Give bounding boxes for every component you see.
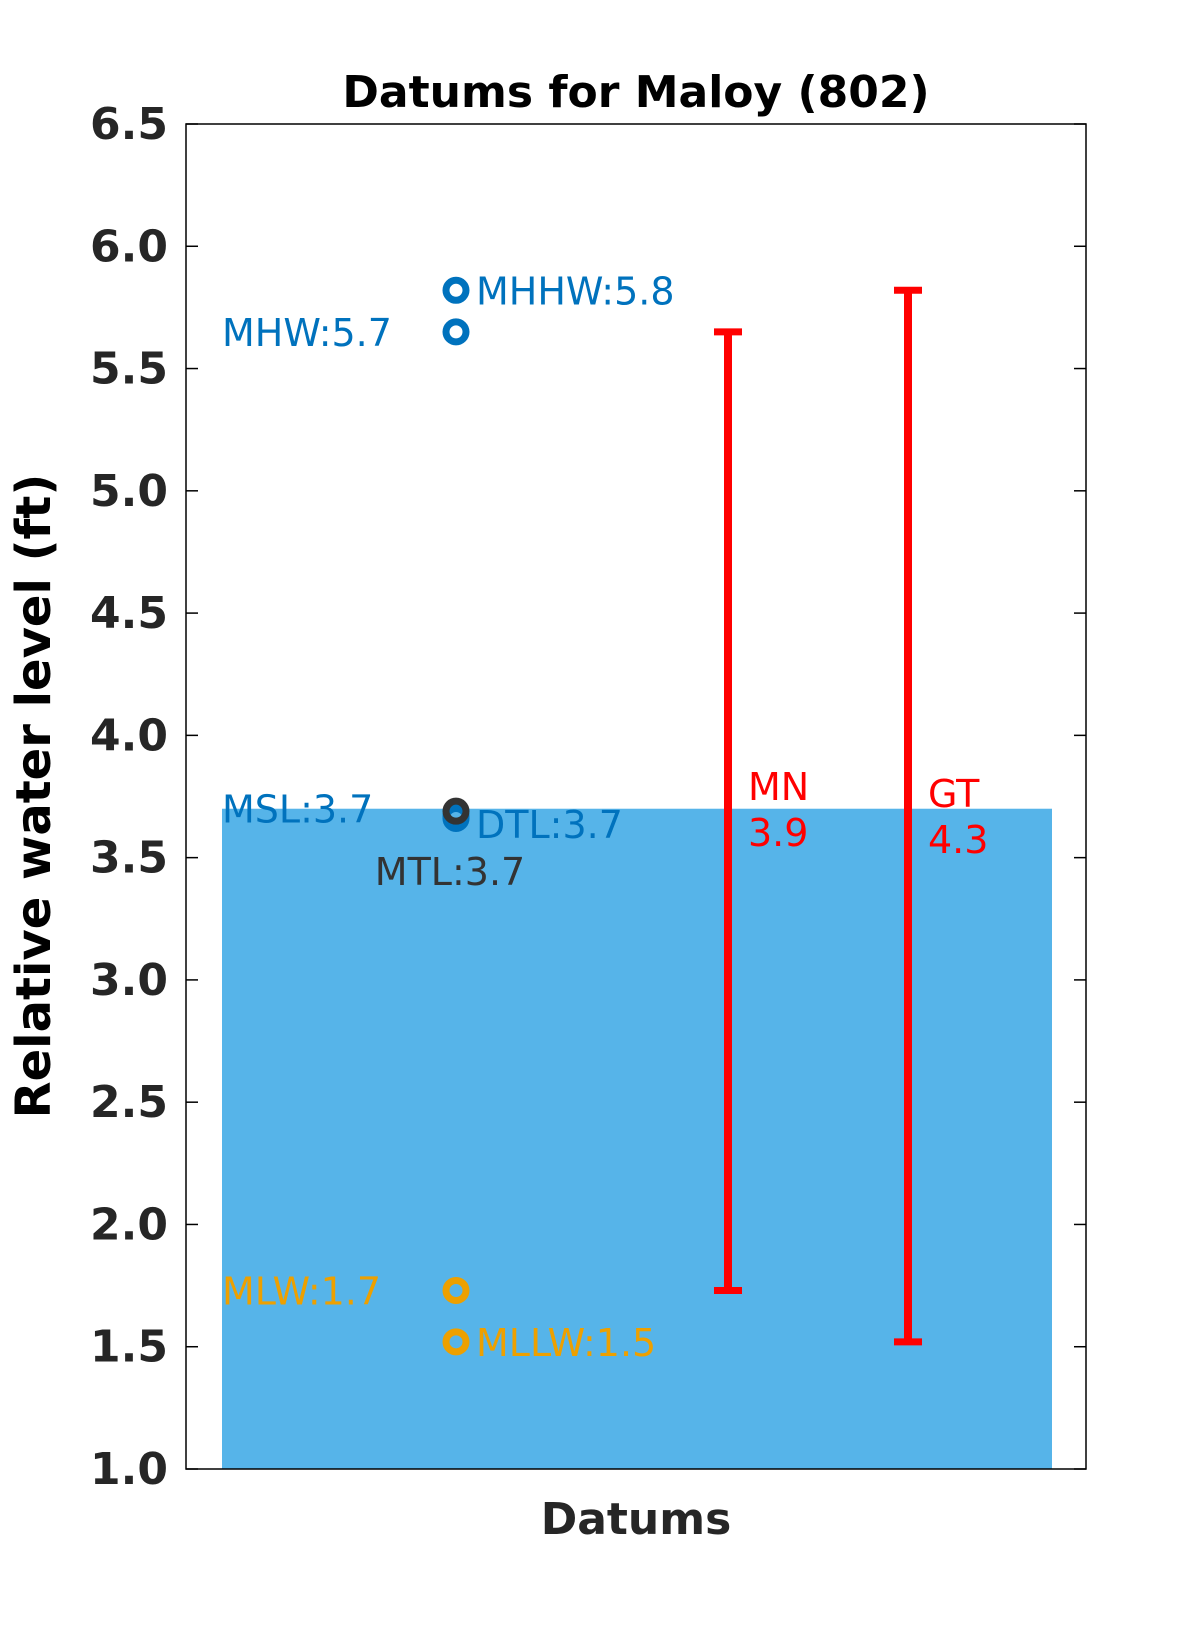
y-tick-label: 2.5 bbox=[90, 1077, 168, 1128]
chart-title: Datums for Maloy (802) bbox=[342, 67, 929, 118]
y-axis-label: Relative water level (ft) bbox=[6, 474, 62, 1119]
range-name-label: MN bbox=[748, 765, 809, 809]
y-tick-label: 4.0 bbox=[90, 710, 168, 761]
y-tick-label: 3.0 bbox=[90, 955, 168, 1006]
water-level-fill bbox=[222, 808, 1052, 1469]
y-tick-label: 1.5 bbox=[90, 1322, 168, 1373]
datum-label-mllw: MLLW:1.5 bbox=[476, 1321, 656, 1365]
y-tick-label: 6.5 bbox=[90, 99, 168, 150]
y-tick-label: 4.5 bbox=[90, 588, 168, 639]
range-value-label: 3.9 bbox=[748, 811, 808, 855]
range-bars: MN3.9 GT4.3 bbox=[714, 286, 988, 1346]
y-tick-label: 5.5 bbox=[90, 344, 168, 395]
y-tick-label: 2.0 bbox=[90, 1199, 168, 1250]
range-name-label: GT bbox=[928, 772, 980, 816]
datum-label-mhhw: MHHW:5.8 bbox=[476, 269, 675, 313]
plot-area-frame bbox=[185, 123, 1087, 1470]
datum-label-mtl: MTL:3.7 bbox=[375, 850, 525, 894]
datum-label-dtl: DTL:3.7 bbox=[476, 803, 623, 847]
datum-marker-mlw bbox=[442, 1276, 470, 1304]
y-tick-label: 3.5 bbox=[90, 833, 168, 884]
datum-label-mlw: MLW:1.7 bbox=[222, 1269, 381, 1313]
x-axis-label: Datums bbox=[541, 1494, 732, 1545]
datum-label-mhw: MHW:5.7 bbox=[222, 311, 392, 355]
datum-marker-mhhw bbox=[442, 276, 470, 304]
y-axis-ticks: 1.0 1.5 2.0 2.5 3.0 3.5 4.0 4.5 5.0 5.5 6.0 6.5 bbox=[90, 99, 1086, 1495]
datum-marker-mllw bbox=[442, 1328, 470, 1356]
y-tick-label: 6.0 bbox=[90, 221, 168, 272]
datum-marker-mtl bbox=[442, 797, 470, 825]
datum-marker-mhw bbox=[442, 318, 470, 346]
range-value-label: 4.3 bbox=[928, 818, 988, 862]
datum-label-msl: MSL:3.7 bbox=[222, 788, 373, 832]
y-tick-label: 5.0 bbox=[90, 466, 168, 517]
y-tick-label: 1.0 bbox=[90, 1444, 168, 1495]
